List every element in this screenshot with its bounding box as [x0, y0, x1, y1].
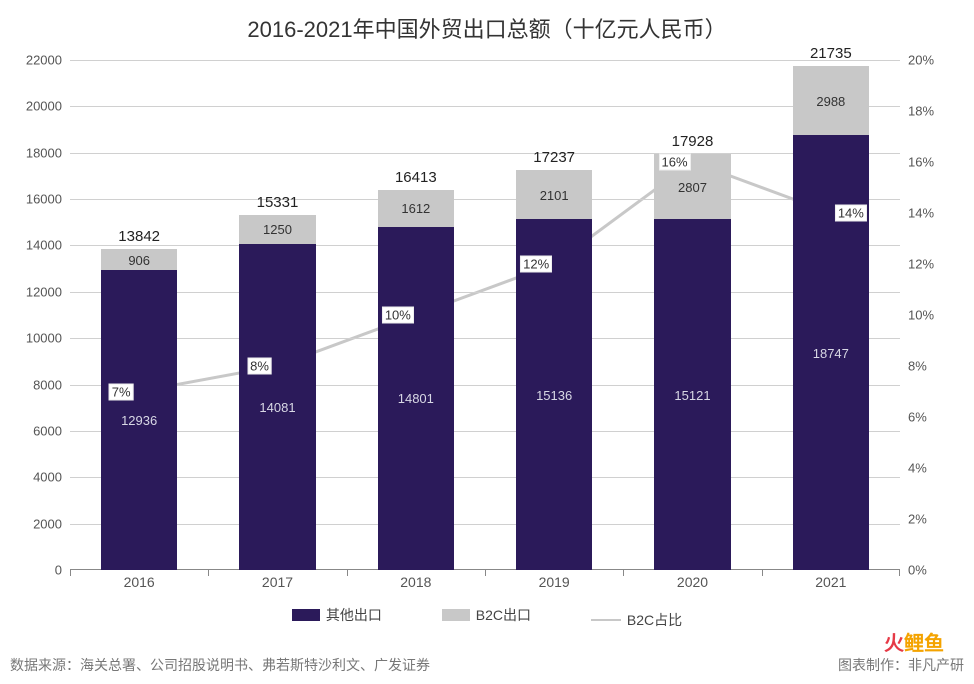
- grid-line: [70, 245, 900, 246]
- legend-swatch-line: [591, 619, 621, 621]
- bar-total-label: 15331: [257, 194, 299, 211]
- bar-total-label: 17928: [672, 133, 714, 150]
- x-category-label: 2017: [262, 574, 293, 590]
- x-tick: [485, 570, 486, 576]
- y-right-tick: 6%: [908, 410, 927, 425]
- grid-line: [70, 292, 900, 293]
- grid-line: [70, 431, 900, 432]
- legend-swatch-other: [292, 609, 320, 621]
- y-left-tick: 12000: [26, 284, 62, 299]
- bar-value-other: 15136: [516, 388, 592, 403]
- legend-item-other: 其他出口: [292, 605, 382, 625]
- bar-group: 15136210117237: [516, 170, 592, 570]
- chart-container: 2016-2021年中国外贸出口总额（十亿元人民币） 12936 906 13842…: [0, 0, 974, 684]
- y-right-tick: 2%: [908, 512, 927, 527]
- ratio-point-label: 12%: [520, 256, 552, 273]
- bar-value-other: 14801: [378, 391, 454, 406]
- bar-total-label: 17237: [533, 149, 575, 166]
- bar-value-b2c: 1612: [378, 201, 454, 216]
- y-left-tick: 20000: [26, 99, 62, 114]
- x-tick: [899, 570, 900, 576]
- y-left-tick: 18000: [26, 145, 62, 160]
- bar-value-other: 14081: [239, 400, 315, 415]
- grid-line: [70, 199, 900, 200]
- y-left-tick: 8000: [33, 377, 62, 392]
- grid-line: [70, 106, 900, 107]
- bar-value-b2c: 1250: [239, 222, 315, 237]
- bar-value-b2c: 2101: [516, 188, 592, 203]
- y-right-tick: 12%: [908, 257, 934, 272]
- grid-line: [70, 477, 900, 478]
- bar-total-label: 16413: [395, 169, 437, 186]
- y-left-tick: 0: [55, 563, 62, 578]
- y-right-tick: 4%: [908, 461, 927, 476]
- bar-total-label: 21735: [810, 45, 852, 62]
- y-left-tick: 22000: [26, 53, 62, 68]
- grid-line: [70, 153, 900, 154]
- y-right-tick: 8%: [908, 359, 927, 374]
- ratio-point-label: 16%: [658, 154, 690, 171]
- ratio-point-label: 8%: [247, 358, 272, 375]
- bar-group: 1293690613842: [101, 249, 177, 570]
- legend-label-ratio: B2C占比: [627, 610, 682, 630]
- bar-group: 15121280717928: [654, 154, 730, 570]
- legend-item-b2c: B2C出口: [442, 605, 531, 625]
- bar-group: 14801161216413: [378, 190, 454, 570]
- y-right-tick: 18%: [908, 104, 934, 119]
- y-axis-right: 0%2%4%6%8%10%12%14%16%18%20%: [908, 60, 968, 570]
- grid-line: [70, 60, 900, 61]
- legend-label-other: 其他出口: [326, 605, 382, 625]
- y-right-tick: 14%: [908, 206, 934, 221]
- legend-label-b2c: B2C出口: [476, 605, 531, 625]
- grid-line: [70, 385, 900, 386]
- bar-value-other: 12936: [101, 413, 177, 428]
- y-left-tick: 14000: [26, 238, 62, 253]
- legend-item-ratio: B2C占比: [591, 610, 682, 630]
- bar-value-b2c: 2988: [793, 94, 869, 109]
- y-left-tick: 4000: [33, 470, 62, 485]
- ratio-point-label: 7%: [109, 383, 134, 400]
- y-right-tick: 20%: [908, 53, 934, 68]
- bar-value-b2c: 906: [101, 253, 177, 268]
- bar-value-other: 15121: [654, 388, 730, 403]
- x-tick: [623, 570, 624, 576]
- bar-value-b2c: 2807: [654, 180, 730, 195]
- y-left-tick: 2000: [33, 516, 62, 531]
- y-axis-left: 0200040006000800010000120001400016000180…: [0, 60, 62, 570]
- y-right-tick: 0%: [908, 563, 927, 578]
- y-left-tick: 10000: [26, 331, 62, 346]
- x-tick: [208, 570, 209, 576]
- y-left-tick: 16000: [26, 192, 62, 207]
- x-tick: [70, 570, 71, 576]
- bar-value-other: 18747: [793, 346, 869, 361]
- x-category-label: 2018: [400, 574, 431, 590]
- footer-source: 数据来源：海关总署、公司招股说明书、弗若斯特沙利文、广发证券: [10, 655, 964, 675]
- legend: 其他出口 B2C出口 B2C占比: [0, 605, 974, 630]
- x-category-label: 2020: [677, 574, 708, 590]
- y-left-tick: 6000: [33, 423, 62, 438]
- y-right-tick: 16%: [908, 155, 934, 170]
- ratio-point-label: 10%: [382, 307, 414, 324]
- grid-line: [70, 338, 900, 339]
- x-category-label: 2021: [815, 574, 846, 590]
- x-axis-labels: 2016 2017 2018 2019 2020 2021: [70, 570, 900, 600]
- bar-total-label: 13842: [118, 228, 160, 245]
- y-right-tick: 10%: [908, 308, 934, 323]
- x-tick: [347, 570, 348, 576]
- x-tick: [762, 570, 763, 576]
- legend-swatch-b2c: [442, 609, 470, 621]
- grid-line: [70, 524, 900, 525]
- plot-area: 12936 906 13842 14081 1250 15331 14801 1612 1641…: [70, 60, 900, 570]
- x-category-label: 2016: [124, 574, 155, 590]
- x-category-label: 2019: [539, 574, 570, 590]
- chart-title: 2016-2021年中国外贸出口总额（十亿元人民币）: [0, 0, 974, 44]
- watermark: 火鲤鱼: [884, 627, 944, 656]
- footer-credit: 图表制作：非凡产研: [838, 655, 964, 675]
- ratio-point-label: 14%: [835, 205, 867, 222]
- bar-group: 18747298821735: [793, 66, 869, 570]
- line-series-layer: [70, 60, 900, 570]
- bar-group: 14081125015331: [239, 215, 315, 570]
